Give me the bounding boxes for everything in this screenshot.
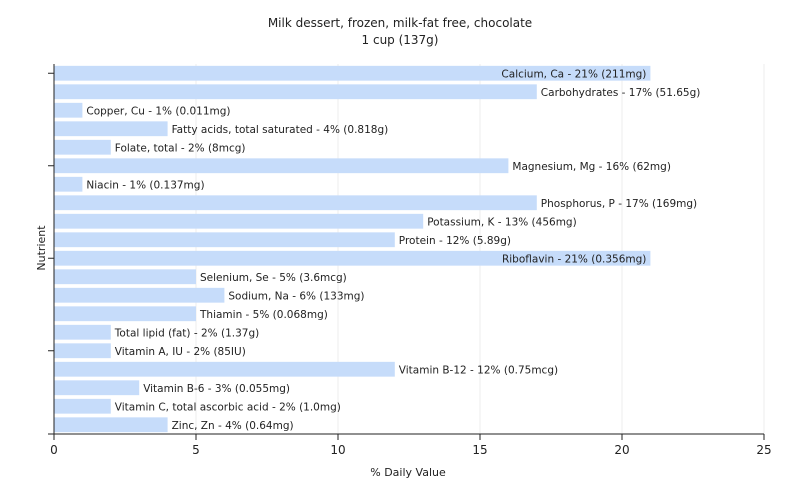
x-tick-label-1: 5: [192, 443, 200, 457]
chart-title: Milk dessert, frozen, milk-fat free, cho…: [268, 16, 532, 30]
bar-label-16: Vitamin B-12 - 12% (0.75mcg): [399, 364, 558, 376]
bar-label-0: Calcium, Ca - 21% (211mg): [501, 68, 646, 80]
bar-13: [54, 306, 196, 322]
bar-label-15: Vitamin A, IU - 2% (85IU): [115, 346, 246, 358]
bar-label-19: Zinc, Zn - 4% (0.64mg): [172, 420, 294, 432]
bar-2: [54, 102, 83, 118]
bars-group: Calcium, Ca - 21% (211mg) Carbohydrates -…: [54, 65, 701, 433]
x-tick-label-0: 0: [50, 443, 58, 457]
x-tick-label-2: 10: [330, 443, 345, 457]
axes-group: 0 5 10 15 20 25: [48, 64, 772, 457]
bar-label-14: Total lipid (fat) - 2% (1.37g): [114, 327, 259, 339]
bar-9: [54, 232, 395, 248]
x-tick-label-4: 20: [614, 443, 629, 457]
bar-label-17: Vitamin B-6 - 3% (0.055mg): [143, 383, 290, 395]
bar-label-5: Magnesium, Mg - 16% (62mg): [512, 161, 671, 173]
bar-label-18: Vitamin C, total ascorbic acid - 2% (1.0…: [115, 401, 341, 413]
bar-label-10: Riboflavin - 21% (0.356mg): [502, 253, 646, 265]
bar-label-7: Phosphorus, P - 17% (169mg): [541, 198, 697, 210]
bar-label-6: Niacin - 1% (0.137mg): [86, 179, 204, 191]
x-tick-label-3: 15: [472, 443, 487, 457]
bar-label-3: Fatty acids, total saturated - 4% (0.818…: [172, 124, 389, 136]
bar-12: [54, 287, 225, 303]
grid-lines: [195, 64, 765, 434]
y-axis-title: Nutrient: [35, 225, 48, 271]
bar-16: [54, 361, 395, 377]
bar-10: [54, 250, 651, 266]
bar-label-2: Copper, Cu - 1% (0.011mg): [86, 105, 230, 117]
bar-17: [54, 380, 140, 396]
bar-3: [54, 121, 168, 137]
bar-5: [54, 158, 509, 174]
bar-label-12: Sodium, Na - 6% (133mg): [228, 290, 364, 302]
x-tick-label-5: 25: [756, 443, 771, 457]
chart-subtitle: 1 cup (137g): [362, 33, 439, 47]
bar-7: [54, 195, 537, 211]
bar-14: [54, 324, 111, 340]
bar-6: [54, 176, 83, 192]
bar-label-9: Protein - 12% (5.89g): [399, 235, 511, 247]
bar-label-11: Selenium, Se - 5% (3.6mcg): [200, 272, 347, 284]
bar-11: [54, 269, 196, 285]
bar-0: [54, 65, 651, 81]
bar-4: [54, 139, 111, 155]
bar-15: [54, 343, 111, 359]
bar-19: [54, 417, 168, 433]
bar-label-1: Carbohydrates - 17% (51.65g): [541, 87, 701, 99]
bar-1: [54, 84, 537, 100]
bar-8: [54, 213, 424, 229]
x-axis-title: % Daily Value: [370, 466, 446, 479]
bar-label-8: Potassium, K - 13% (456mg): [427, 216, 577, 228]
bar-18: [54, 398, 111, 414]
bar-label-4: Folate, total - 2% (8mcg): [115, 142, 246, 154]
bar-label-13: Thiamin - 5% (0.068mg): [199, 309, 328, 321]
